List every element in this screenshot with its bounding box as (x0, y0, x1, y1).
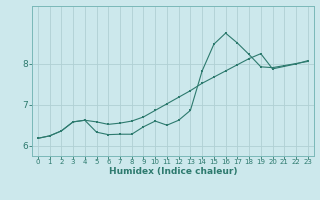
X-axis label: Humidex (Indice chaleur): Humidex (Indice chaleur) (108, 167, 237, 176)
